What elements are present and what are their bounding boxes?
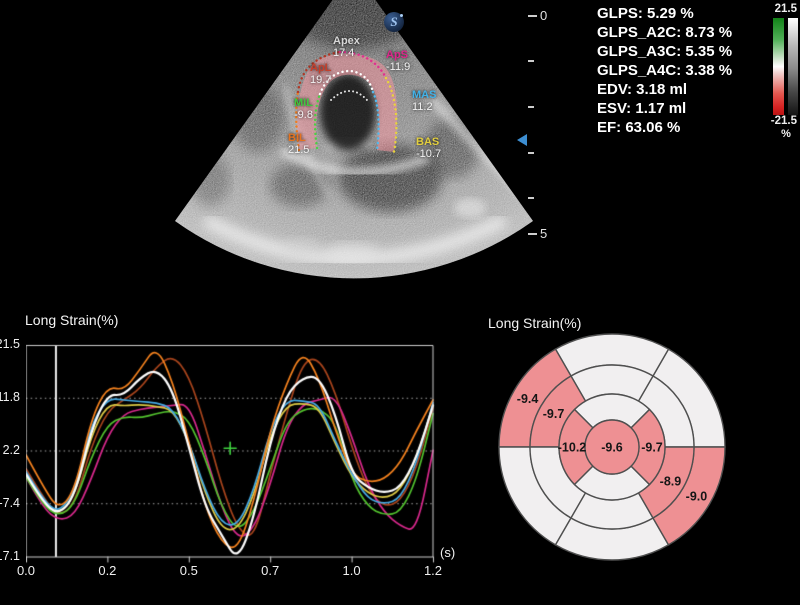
depth-ruler: 0 5 [510, 0, 560, 260]
bullseye-segment-value: -10.2 [558, 441, 587, 455]
measurement-line: EF: 63.06 % [597, 119, 681, 136]
roi-dots-inner-apex [330, 90, 368, 101]
ruler-tick [528, 233, 537, 235]
ultrasound-panel: S Apex 17.4 ApL 19.7 MIL -9.8 BIL 21.5 ApS -11.9 M… [0, 0, 560, 300]
strain-colorbar: 21.5 -21.5 % [740, 0, 800, 150]
segment-value: -10.7 [416, 147, 442, 160]
x-axis-unit: (s) [440, 545, 456, 560]
roi-dots-apex [318, 69, 375, 96]
x-tick-label: 0.2 [98, 563, 117, 578]
measurement-line: GLPS_A4C: 3.38 % [597, 62, 733, 79]
segment-name: Apex [333, 35, 360, 47]
ruler-tick [528, 152, 534, 154]
x-tick-label: 1.0 [342, 563, 361, 578]
segment-label-apex: Apex 17.4 [333, 35, 360, 59]
segment-label-apl: ApL 19.7 [310, 62, 332, 86]
bullseye-segment-value: -9.7 [543, 407, 565, 421]
colorbar-grayscale [788, 18, 798, 115]
y-tick-label: -7.4 [0, 495, 20, 510]
ruler-tick [528, 106, 534, 108]
measurement-line: EDV: 3.18 ml [597, 81, 688, 98]
segment-label-aps: ApS -11.9 [386, 49, 411, 73]
segment-label-bil: BIL 21.5 [288, 132, 310, 156]
strain-curves-plot[interactable] [26, 343, 435, 570]
x-tick-label: 1.2 [423, 563, 443, 578]
segment-value: -9.8 [294, 108, 313, 121]
segment-label-mil: MIL -9.8 [294, 97, 313, 121]
vendor-logo: S [384, 12, 404, 32]
depth-max-label: 5 [540, 226, 548, 241]
roi-dots-mil [313, 92, 322, 150]
strain-chart-title: Long Strain(%) [25, 312, 119, 328]
segment-name: BAS [416, 136, 440, 148]
bullseye-title: Long Strain(%) [488, 315, 582, 331]
segment-value: 11.2 [412, 100, 433, 113]
bullseye-center-segment [584, 419, 640, 475]
bullseye-segment-value: -8.9 [660, 474, 682, 488]
y-tick-label: -17.1 [0, 548, 20, 563]
roi-dots-aps [338, 50, 388, 80]
measurement-line: GLPS: 5.29 % [597, 5, 694, 22]
roi-dots-bil [295, 90, 301, 152]
bullseye-segment-value: -9.4 [517, 392, 539, 406]
colorbar-max-label: 21.5 [774, 3, 797, 15]
ultrasound-fan [175, 0, 533, 279]
focus-marker-icon[interactable] [517, 134, 527, 146]
ruler-tick [528, 197, 534, 199]
segment-value: 17.4 [333, 46, 355, 59]
measurement-line: GLPS_A2C: 8.73 % [597, 24, 733, 41]
bullseye-segment-value: -9.6 [601, 441, 623, 455]
segment-name: ApL [310, 62, 332, 74]
segment-value: -11.9 [386, 60, 411, 73]
x-tick-label: 0.5 [179, 563, 198, 578]
bullseye-panel: Long Strain(%) -9.4 -9.0 -9.7 -8.9 -10.2 -9.7… [480, 310, 800, 600]
measurement-line: ESV: 1.17 ml [597, 100, 687, 117]
depth-min-label: 0 [540, 8, 548, 23]
segment-value: 21.5 [288, 143, 310, 156]
segment-value: 19.7 [310, 73, 332, 86]
strain-roi [295, 50, 398, 154]
roi-band [297, 53, 398, 152]
bullseye-segment-value: -9.7 [641, 441, 663, 455]
strain-chart-panel: Long Strain(%) 21.5 11.8 2.2 -7.4 -17.1 0.0 0… [0, 310, 480, 600]
segment-label-mas: MAS 11.2 [412, 89, 437, 113]
y-tick-label: 21.5 [0, 337, 20, 351]
ruler-tick [528, 15, 537, 17]
y-tick-label: 2.2 [2, 442, 20, 457]
segment-name: BIL [288, 132, 306, 144]
measurement-line: GLPS_A3C: 5.35 % [597, 43, 733, 60]
x-tick-label: 0.7 [261, 563, 280, 578]
roi-dots-bas [384, 76, 398, 154]
ruler-tick [528, 60, 534, 62]
colorbar-unit-label: % [781, 128, 791, 140]
segment-label-bas: BAS -10.7 [416, 136, 442, 160]
x-tick-label: 0.0 [16, 563, 36, 578]
colorbar-gradient [773, 18, 784, 115]
segment-name: MIL [294, 97, 313, 109]
speckle-noise [175, 0, 533, 279]
bullseye-segment-value: -9.0 [686, 489, 708, 503]
roi-dots-apl [296, 50, 342, 94]
roi-dots-mas [371, 90, 380, 152]
segment-name: ApS [386, 49, 408, 61]
measurements-panel: GLPS: 5.29 % GLPS_A2C: 8.73 % GLPS_A3C: 5.… [597, 4, 732, 137]
bullseye-plot[interactable]: -9.4 -9.0 -9.7 -8.9 -10.2 -9.7 -9.6 [480, 310, 800, 600]
y-tick-label: 11.8 [0, 390, 20, 405]
colorbar-min-label: -21.5 [770, 115, 797, 127]
segment-name: MAS [412, 89, 437, 101]
